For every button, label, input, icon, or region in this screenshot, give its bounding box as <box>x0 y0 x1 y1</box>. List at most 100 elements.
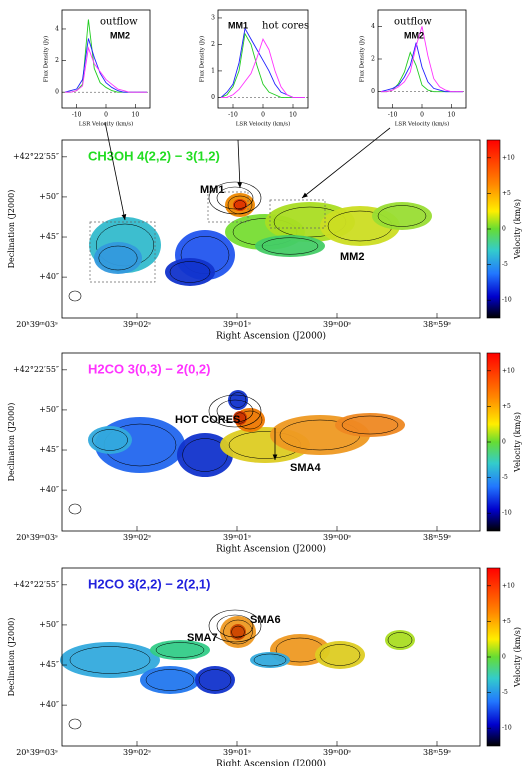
map-title: H2CO 3(0,3) − 2(0,2) <box>88 361 210 376</box>
ra-tick-label: 39ᵐ02ˢ <box>123 320 151 329</box>
continuum-contour <box>208 181 262 215</box>
y-tick-label: 4 <box>371 23 375 30</box>
map-frame <box>61 139 481 319</box>
colorbar-tick-label: +5 <box>502 403 511 410</box>
continuum-contour <box>216 186 254 210</box>
continuum-contour <box>216 399 254 423</box>
ra-axis-label: Right Ascension (J2000) <box>216 331 326 342</box>
map-frame <box>61 352 481 532</box>
y-tick-label: 4 <box>55 25 59 32</box>
ra-tick-label: 38ᵐ59ˢ <box>423 533 451 542</box>
emission <box>233 411 247 425</box>
spectrum-line <box>220 32 305 98</box>
dec-tick-label: +45″ <box>39 232 59 241</box>
x-tick-label: 10 <box>448 112 456 119</box>
ra-tick-label: 39ᵐ00ˢ <box>323 320 351 329</box>
contour <box>387 632 413 648</box>
ra-tick-label: 20ʰ39ᵐ03ˢ <box>16 748 58 757</box>
contour <box>231 625 245 639</box>
y-tick-label: 1 <box>211 67 215 74</box>
emission <box>177 433 233 477</box>
y-axis-label: Flux Density (Jy) <box>43 36 50 82</box>
contour <box>92 429 128 451</box>
dec-axis-label: Declination (J2000) <box>7 190 16 269</box>
colorbar-tick-label: +5 <box>502 618 511 625</box>
spectrum-line <box>64 46 148 93</box>
contour <box>234 200 246 210</box>
dec-tick-label: +45″ <box>39 660 59 669</box>
contour <box>69 646 151 674</box>
contour <box>155 642 205 658</box>
y-tick-label: 0 <box>211 94 215 101</box>
spectrum-label: outflow <box>394 17 432 28</box>
continuum-contour <box>208 394 262 428</box>
dec-tick-label: +50″ <box>39 192 59 201</box>
map-frame <box>61 567 481 747</box>
emission <box>94 242 142 274</box>
dec-tick-label: +50″ <box>39 405 59 414</box>
colorbar-label: Velocity (km/s) <box>513 199 522 260</box>
y-tick-label: 2 <box>55 57 59 64</box>
dec-tick-label: +42°22′55″ <box>13 580 59 589</box>
source-label: SMA4 <box>290 462 321 474</box>
spectrum-line <box>380 51 464 93</box>
contour <box>253 653 287 667</box>
colorbar-tick-label: -10 <box>502 510 512 517</box>
ra-tick-label: 39ᵐ00ˢ <box>323 748 351 757</box>
spectrum-label: hot cores <box>262 21 309 32</box>
emission <box>230 624 246 640</box>
colorbar-label: Velocity (km/s) <box>513 412 522 473</box>
y-tick-label: 0 <box>371 88 375 95</box>
ra-tick-label: 20ʰ39ᵐ03ˢ <box>16 533 58 542</box>
x-tick-label: 10 <box>289 112 297 119</box>
ra-tick-label: 39ᵐ01ˢ <box>223 748 251 757</box>
x-axis-label: LSR Velocity (km/s) <box>395 121 450 128</box>
dec-tick-label: +40″ <box>39 700 59 709</box>
colorbar-tick-label: +10 <box>502 154 515 161</box>
ra-axis-label: Right Ascension (J2000) <box>216 544 326 555</box>
continuum-contour <box>208 609 262 643</box>
contour <box>234 412 246 424</box>
dec-tick-label: +40″ <box>39 485 59 494</box>
dec-tick-label: +40″ <box>39 272 59 281</box>
ra-tick-label: 39ᵐ00ˢ <box>323 533 351 542</box>
contour <box>198 669 232 691</box>
emission <box>315 641 365 669</box>
emission <box>385 630 415 650</box>
source-label: SMA6 <box>250 614 281 626</box>
y-tick-label: 2 <box>371 56 375 63</box>
arrow <box>237 139 243 189</box>
colorbar-tick-label: -5 <box>502 474 508 481</box>
emission <box>88 426 132 454</box>
map-title: CH3OH 4(2,2) − 3(1,2) <box>88 148 220 163</box>
emission <box>195 666 235 694</box>
dec-axis-label: Declination (J2000) <box>7 403 16 482</box>
spectrum-line <box>64 38 148 93</box>
contour <box>261 237 319 255</box>
contour <box>341 415 399 435</box>
dec-tick-label: +50″ <box>39 620 59 629</box>
emission <box>150 640 210 660</box>
arrow <box>301 127 391 199</box>
spectrum-label: outflow <box>100 17 138 28</box>
spectrum-label: MM2 <box>110 30 130 40</box>
contour <box>223 619 253 645</box>
x-axis-label: LSR Velocity (km/s) <box>236 121 291 128</box>
region-box <box>89 221 156 283</box>
emission <box>335 413 405 437</box>
y-tick-label: 3 <box>211 14 215 21</box>
spectrum-line <box>64 19 148 93</box>
ra-tick-label: 39ᵐ01ˢ <box>223 533 251 542</box>
x-tick-label: 0 <box>104 112 108 119</box>
spectrum-label: MM2 <box>404 30 424 40</box>
x-tick-label: 10 <box>132 112 140 119</box>
x-axis-label: LSR Velocity (km/s) <box>79 121 134 128</box>
contour <box>98 245 138 271</box>
colorbar-tick-label: +10 <box>502 367 515 374</box>
source-label: MM2 <box>340 251 364 263</box>
contour <box>229 392 247 408</box>
y-axis-label: Flux Density (Jy) <box>359 36 366 82</box>
colorbar-tick-label: 0 <box>502 226 506 233</box>
